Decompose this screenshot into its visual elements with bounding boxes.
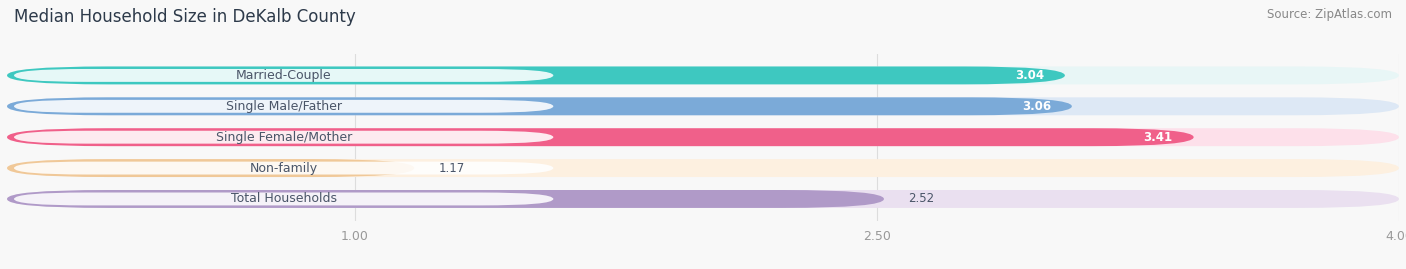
- FancyBboxPatch shape: [14, 69, 554, 82]
- Text: Source: ZipAtlas.com: Source: ZipAtlas.com: [1267, 8, 1392, 21]
- Text: 3.41: 3.41: [1143, 131, 1173, 144]
- FancyBboxPatch shape: [14, 162, 554, 175]
- Text: 1.17: 1.17: [439, 162, 465, 175]
- FancyBboxPatch shape: [14, 193, 554, 206]
- Text: Median Household Size in DeKalb County: Median Household Size in DeKalb County: [14, 8, 356, 26]
- Text: 3.04: 3.04: [1015, 69, 1045, 82]
- Text: Married-Couple: Married-Couple: [236, 69, 332, 82]
- FancyBboxPatch shape: [14, 100, 554, 113]
- FancyBboxPatch shape: [7, 66, 1399, 84]
- FancyBboxPatch shape: [7, 128, 1194, 146]
- FancyBboxPatch shape: [14, 131, 554, 144]
- Text: Non-family: Non-family: [250, 162, 318, 175]
- Text: Single Male/Father: Single Male/Father: [226, 100, 342, 113]
- FancyBboxPatch shape: [7, 159, 1399, 177]
- FancyBboxPatch shape: [7, 97, 1071, 115]
- FancyBboxPatch shape: [7, 97, 1399, 115]
- Text: Single Female/Mother: Single Female/Mother: [215, 131, 352, 144]
- Text: Total Households: Total Households: [231, 192, 336, 206]
- FancyBboxPatch shape: [7, 159, 415, 177]
- FancyBboxPatch shape: [7, 190, 884, 208]
- FancyBboxPatch shape: [7, 190, 1399, 208]
- FancyBboxPatch shape: [7, 66, 1064, 84]
- Text: 3.06: 3.06: [1022, 100, 1050, 113]
- FancyBboxPatch shape: [7, 128, 1399, 146]
- Text: 2.52: 2.52: [908, 192, 935, 206]
